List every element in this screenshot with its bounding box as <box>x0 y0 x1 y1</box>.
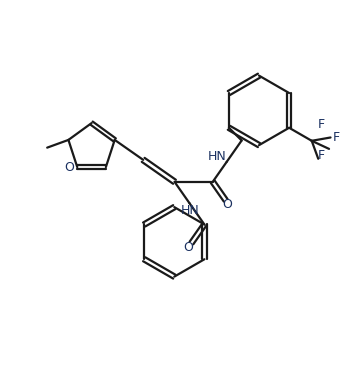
Text: F: F <box>318 149 325 162</box>
Text: O: O <box>65 161 75 174</box>
Text: O: O <box>184 241 194 254</box>
Text: O: O <box>223 198 232 211</box>
Text: HN: HN <box>181 204 200 217</box>
Text: F: F <box>318 118 325 131</box>
Text: HN: HN <box>208 150 227 163</box>
Text: F: F <box>333 131 340 144</box>
